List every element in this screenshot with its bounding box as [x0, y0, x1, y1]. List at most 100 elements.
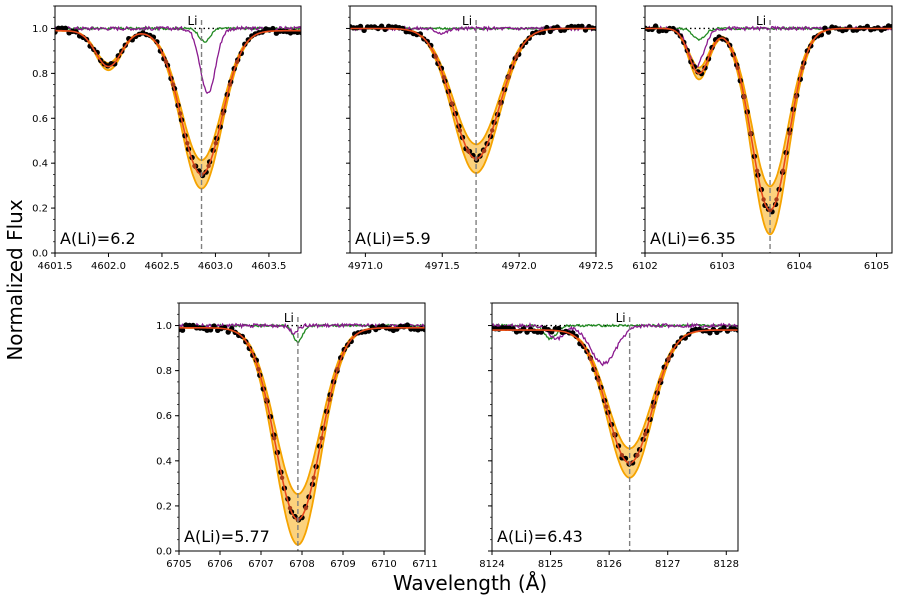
- fit-point: [748, 131, 753, 136]
- x-tick-label: 6708: [289, 559, 314, 570]
- fit-point: [735, 65, 740, 71]
- fit-point: [433, 54, 438, 59]
- abundance-annotation: A(Li)=6.2: [60, 229, 136, 248]
- fit-point: [481, 148, 487, 154]
- plot-area: [350, 23, 596, 174]
- fit-point: [767, 208, 773, 213]
- y-tick-label: 0.8: [156, 366, 172, 377]
- purple-model-line: [492, 322, 738, 367]
- x-tick-label: 4972.0: [502, 261, 537, 272]
- fit-point: [163, 59, 169, 64]
- li-label: Li: [462, 14, 472, 28]
- fit-point: [220, 111, 226, 116]
- best-fit-line: [645, 27, 892, 212]
- fit-point: [303, 505, 308, 511]
- best-fit-line: [55, 29, 301, 176]
- fit-point: [170, 82, 176, 87]
- panel-li-8126: Li 8124 8125 8126 8127 8128 A(Li)=6.43: [479, 302, 739, 570]
- fit-point: [611, 432, 617, 437]
- fit-point: [449, 101, 455, 106]
- fit-point: [311, 475, 316, 480]
- y-tick-label: 0.0: [156, 547, 172, 558]
- observed-point: [707, 330, 713, 336]
- x-axis-label: Wavelength (Å): [393, 571, 547, 595]
- observed-point: [721, 325, 727, 331]
- fit-point: [774, 197, 779, 202]
- band-edge-upper: [645, 27, 892, 188]
- li-label: Li: [284, 311, 294, 325]
- y-tick-label: 1.0: [32, 24, 48, 35]
- x-tick-label: 4971.5: [425, 261, 460, 272]
- observed-point: [652, 23, 659, 29]
- fit-point: [619, 453, 625, 458]
- y-tick-label: 0.8: [32, 69, 48, 80]
- fit-point: [185, 141, 190, 146]
- fit-point: [319, 436, 324, 441]
- plot-area: [645, 23, 892, 236]
- x-tick-label: 6710: [371, 559, 396, 570]
- li-label: Li: [188, 14, 198, 28]
- y-tick-label: 0.6: [156, 411, 172, 422]
- fit-point: [498, 101, 503, 106]
- fit-point: [754, 168, 760, 173]
- plot-area: [55, 25, 301, 190]
- fit-point: [178, 111, 183, 116]
- plot-area: [492, 322, 738, 479]
- observed-point: [698, 70, 705, 77]
- observed-point: [579, 23, 585, 29]
- observed-point: [378, 23, 385, 29]
- fit-point: [206, 163, 211, 169]
- x-tick-label: 4972.5: [579, 261, 614, 272]
- abundance-annotation: A(Li)=5.77: [184, 527, 270, 546]
- x-tick-label: 6709: [330, 559, 355, 570]
- plot-area: [179, 322, 425, 546]
- fit-point: [741, 94, 747, 99]
- fit-point: [441, 75, 446, 80]
- x-tick-label: 6706: [207, 559, 232, 570]
- fit-point: [457, 128, 463, 133]
- fit-point: [643, 432, 648, 437]
- panel-li-6104: Li 6102 6103 6104 6105 A(Li)=6.35: [632, 5, 893, 272]
- uncertainty-band: [350, 28, 596, 173]
- abundance-annotation: A(Li)=6.35: [650, 229, 736, 248]
- uncertainty-band: [645, 28, 892, 235]
- fit-point: [596, 377, 601, 383]
- fit-point: [234, 59, 240, 64]
- panel-li-4972: Li 4971.0 4971.5 4972.0 4972.5 A(Li)=5.9: [346, 5, 614, 272]
- y-tick-label: 1.0: [156, 321, 172, 332]
- fit-point: [327, 397, 332, 402]
- fit-point: [213, 141, 218, 146]
- li-label: Li: [616, 311, 626, 325]
- fit-point: [514, 54, 519, 59]
- y-tick-label: 0.0: [32, 249, 48, 260]
- x-tick-label: 6705: [166, 559, 191, 570]
- fit-point: [604, 404, 609, 409]
- y-tick-label: 0.4: [156, 456, 172, 467]
- fit-point: [192, 163, 197, 169]
- x-tick-label: 4603.5: [251, 261, 286, 272]
- band-edge-upper: [179, 326, 425, 496]
- y-tick-label: 0.2: [156, 501, 172, 512]
- fit-point: [635, 453, 640, 458]
- fit-point: [787, 131, 792, 136]
- best-fit-line: [492, 329, 738, 464]
- observed-point: [270, 25, 276, 32]
- y-tick-label: 0.2: [32, 204, 48, 215]
- abundance-annotation: A(Li)=6.43: [497, 527, 583, 546]
- x-tick-label: 6711: [412, 559, 437, 570]
- uncertainty-band: [492, 330, 738, 478]
- x-tick-label: 6103: [709, 261, 734, 272]
- x-tick-label: 6102: [632, 261, 657, 272]
- observed-point: [179, 327, 186, 333]
- observed-point: [404, 322, 411, 328]
- abundance-annotation: A(Li)=5.9: [355, 229, 431, 248]
- axes-frame: [349, 5, 597, 254]
- x-tick-label: 8126: [596, 559, 621, 570]
- observed-point: [225, 329, 231, 335]
- observed-point: [62, 25, 69, 31]
- fit-point: [780, 168, 786, 173]
- x-tick-label: 4971.0: [348, 261, 383, 272]
- fit-point: [465, 148, 471, 154]
- panel-li-4603: Li 4601.5 4602.0 4602.5 4603.0 4603.5 0.0 0.2 0.…: [32, 5, 302, 272]
